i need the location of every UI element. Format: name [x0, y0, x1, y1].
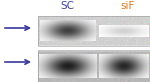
- Text: SC: SC: [60, 1, 74, 11]
- Bar: [38, 16, 150, 46]
- Bar: [38, 50, 150, 82]
- Text: siF: siF: [121, 1, 135, 11]
